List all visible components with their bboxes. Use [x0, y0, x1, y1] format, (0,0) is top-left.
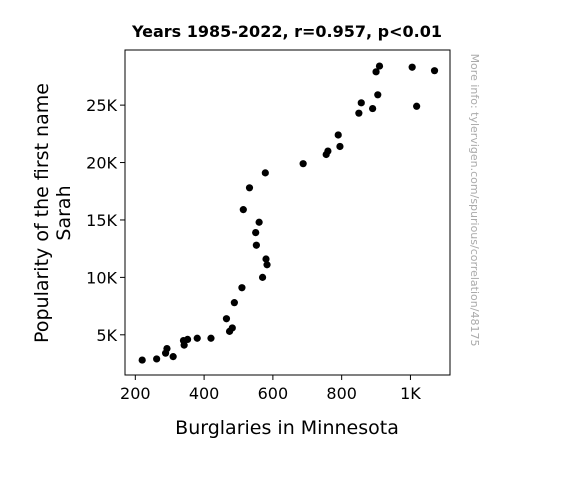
- x-tick-label: 600: [258, 384, 289, 403]
- data-point: [262, 255, 270, 263]
- data-point: [222, 315, 231, 323]
- data-point: [230, 299, 238, 307]
- data-point: [372, 68, 380, 76]
- data-points: [138, 62, 439, 364]
- y-tick-label: 20K: [86, 154, 117, 173]
- x-tick-label: 400: [189, 384, 220, 403]
- y-tick-label: 10K: [86, 268, 117, 287]
- data-point: [322, 150, 330, 159]
- data-point: [255, 218, 263, 226]
- y-axis: 5K 10K 15K 20K 25K: [86, 96, 125, 345]
- data-point: [261, 169, 269, 177]
- x-axis-label: Burglaries in Minnesota: [175, 417, 399, 439]
- data-point: [258, 273, 267, 281]
- data-point: [239, 206, 247, 214]
- data-point: [245, 184, 254, 192]
- y-axis-label-line-2: Sarah: [53, 185, 75, 240]
- data-point: [299, 160, 307, 168]
- data-point: [252, 228, 260, 237]
- x-tick-label: 800: [326, 384, 357, 403]
- data-point: [138, 356, 146, 364]
- data-point: [193, 334, 201, 342]
- data-point: [336, 142, 344, 151]
- plot-frame: [124, 49, 451, 376]
- data-point: [357, 99, 365, 107]
- data-point: [413, 102, 421, 110]
- data-point: [334, 131, 342, 139]
- chart-title: Years 1985-2022, r=0.957, p<0.01: [131, 22, 442, 41]
- data-point: [375, 62, 384, 70]
- y-tick-label: 5K: [96, 326, 117, 345]
- data-point: [369, 104, 377, 113]
- data-point: [238, 284, 246, 292]
- data-point: [355, 109, 363, 117]
- data-point: [207, 334, 215, 342]
- data-point: [225, 327, 234, 335]
- data-point: [161, 349, 170, 357]
- x-tick-label: 200: [120, 384, 151, 403]
- data-point: [263, 261, 271, 269]
- watermark-text: More info: tylervigen.com/spurious/corre…: [468, 54, 481, 347]
- data-point: [180, 341, 188, 349]
- data-point: [153, 355, 161, 363]
- data-point: [374, 91, 382, 99]
- y-tick-label: 15K: [86, 211, 117, 230]
- data-point: [430, 67, 439, 75]
- data-point: [252, 241, 260, 249]
- y-axis-label-line-1: Popularity of the first name: [31, 83, 53, 343]
- data-point: [169, 353, 177, 361]
- y-tick-label: 25K: [86, 96, 117, 115]
- x-axis: 200 400 600 800 1K: [120, 375, 421, 403]
- data-point: [408, 63, 416, 71]
- x-tick-label: 1K: [400, 384, 421, 403]
